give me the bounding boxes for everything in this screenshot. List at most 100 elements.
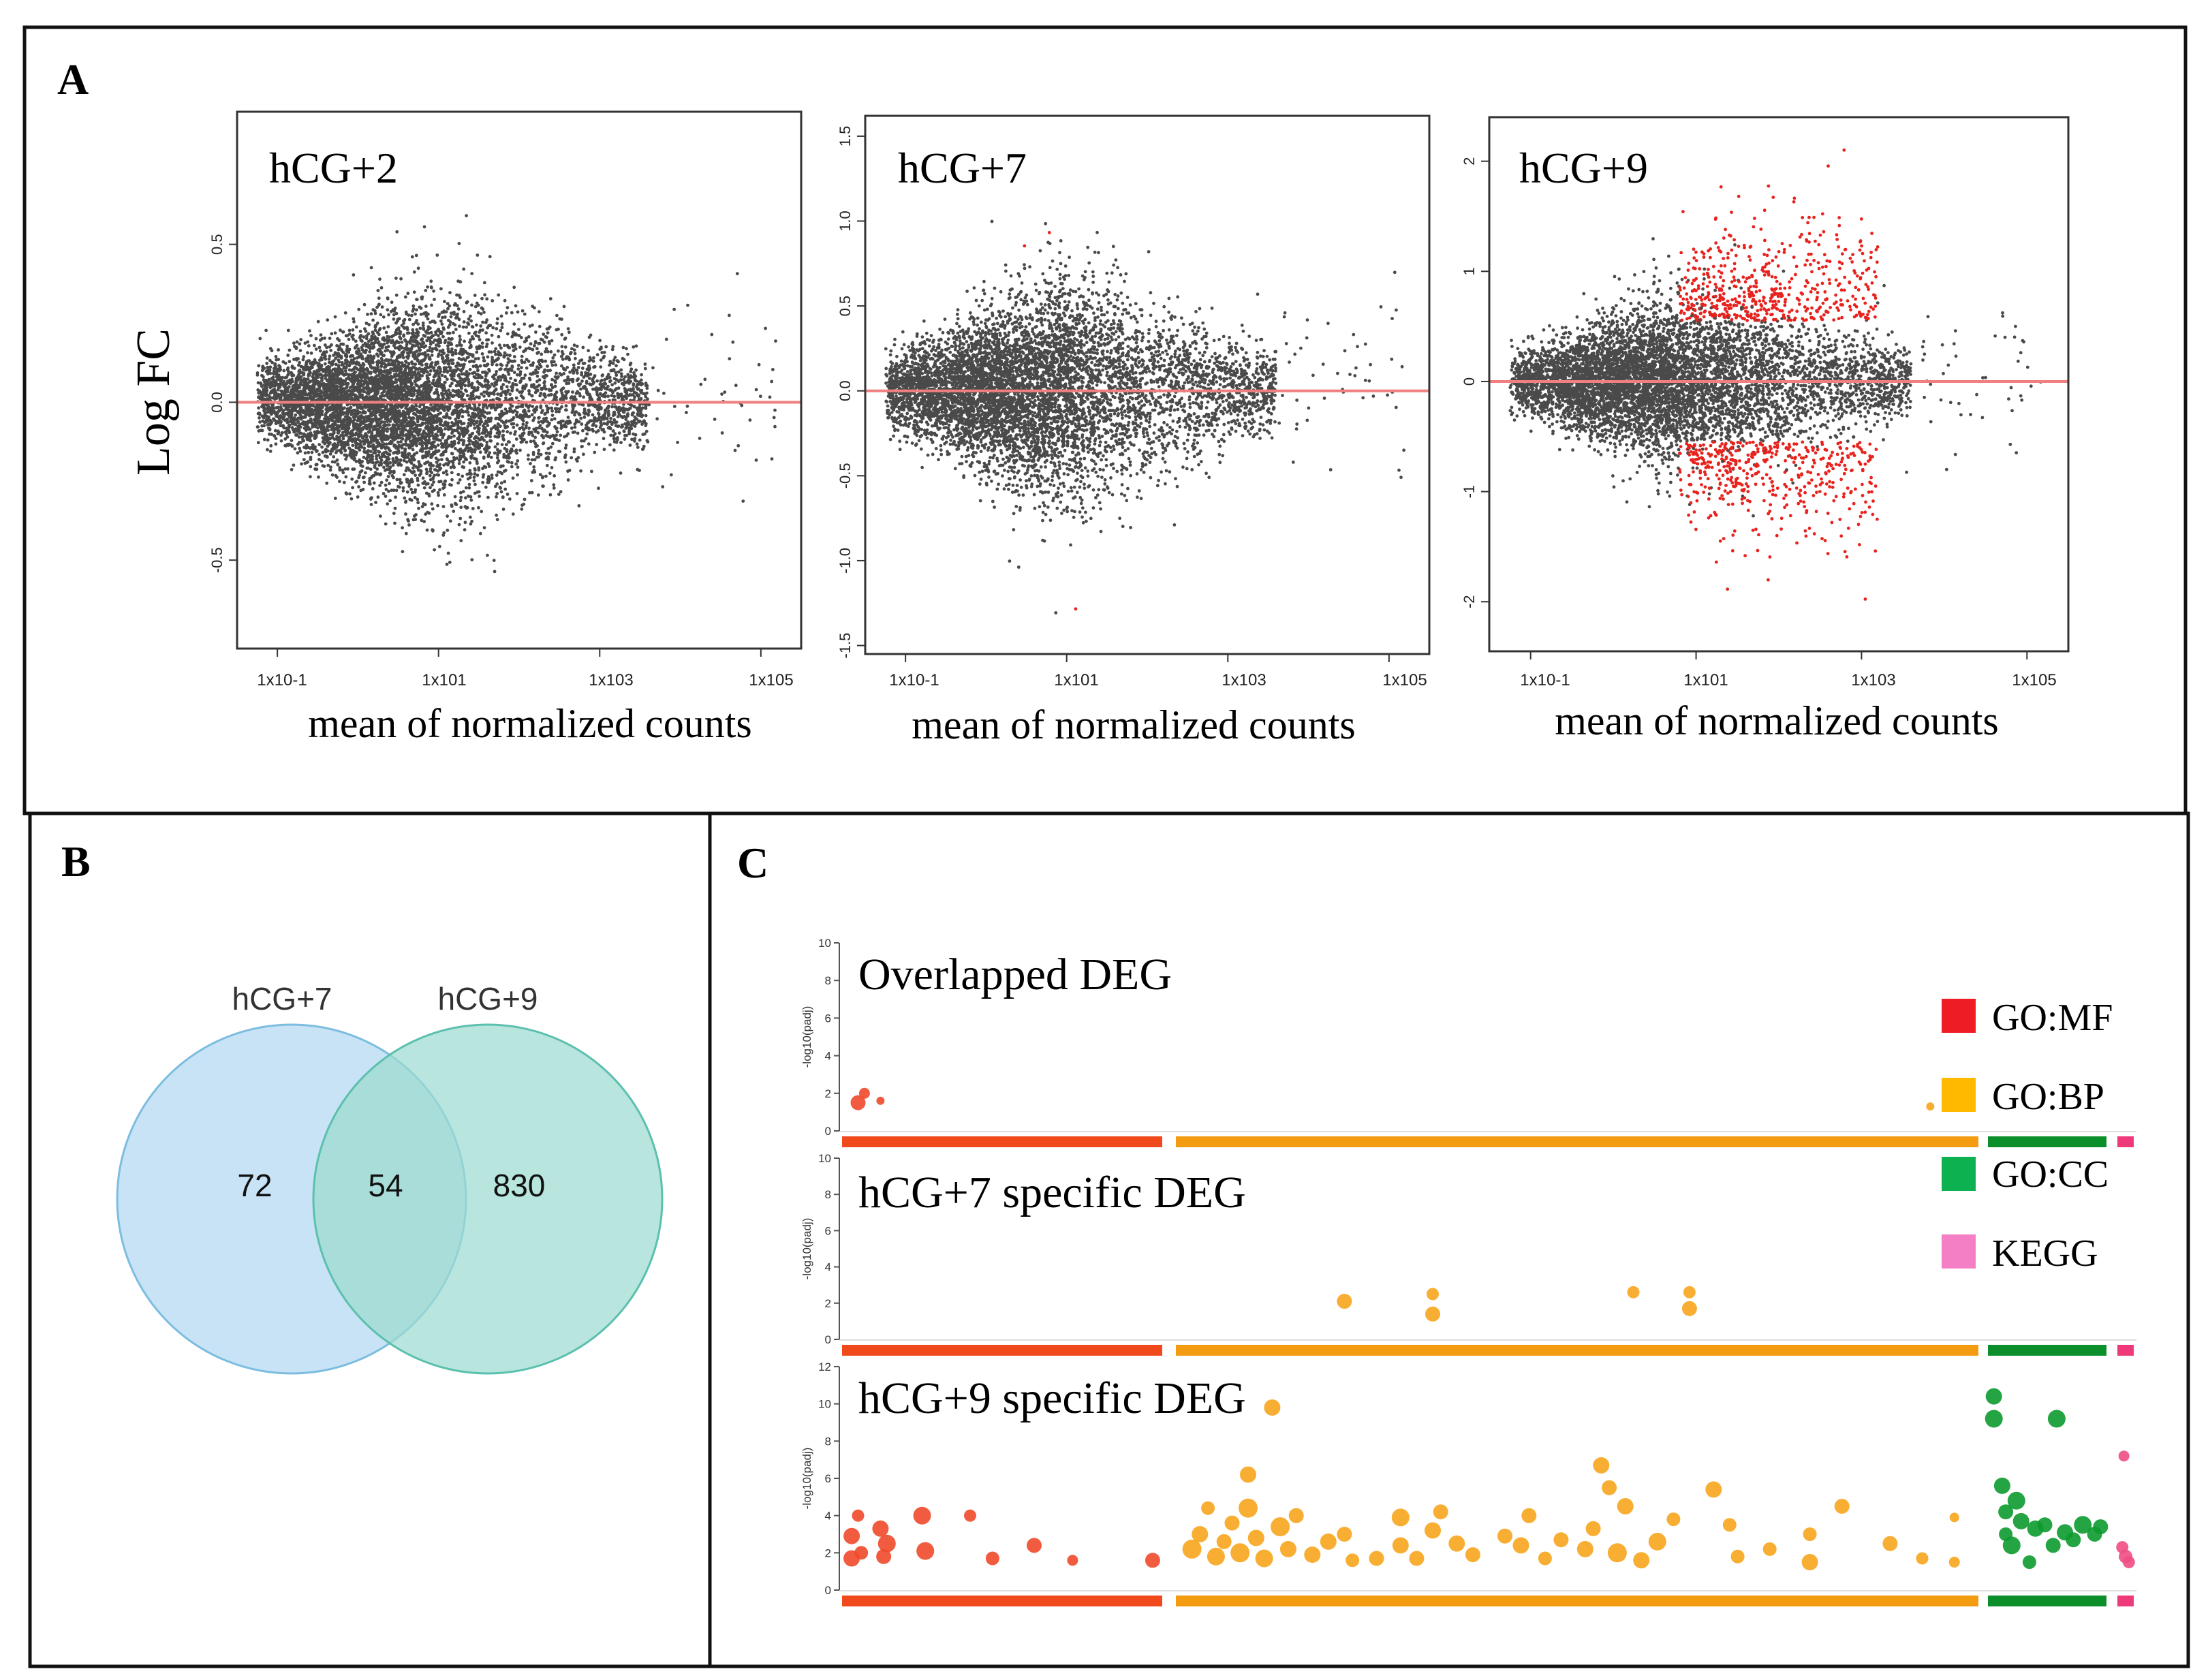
ma-ylabel: Log FC: [127, 328, 180, 476]
ma-point: [478, 364, 482, 368]
ma-point: [492, 373, 496, 377]
ma-point: [402, 335, 405, 338]
ma-point: [415, 308, 418, 312]
ma-point: [613, 356, 617, 359]
ma-point: [591, 429, 595, 433]
ma-point: [392, 471, 396, 475]
ma-point: [638, 438, 642, 442]
ma-point: [477, 416, 481, 420]
ma-point: [457, 523, 461, 527]
ma-point: [369, 467, 373, 471]
ma-point: [572, 366, 576, 370]
ma-point: [468, 461, 472, 465]
ma-point: [347, 328, 352, 332]
ma-point: [379, 286, 384, 290]
ma-point: [448, 416, 452, 420]
ma-point: [256, 441, 260, 445]
ma-point: [493, 406, 497, 409]
ma-point: [487, 368, 491, 371]
ma-point: [392, 317, 396, 321]
ma-point: [384, 365, 388, 369]
ma-point: [546, 331, 550, 335]
ma-point: [265, 356, 269, 360]
ma-point: [497, 335, 501, 339]
ma-point: [570, 426, 574, 430]
ma-point: [414, 513, 418, 516]
ma-point: [463, 339, 466, 343]
ma-point: [320, 379, 324, 383]
ma-point: [436, 360, 439, 364]
ma-point: [303, 341, 307, 345]
ma-point: [351, 486, 354, 490]
ma-point: [477, 396, 481, 400]
ma-point: [458, 369, 463, 372]
ma-point: [520, 309, 525, 313]
ma-point: [446, 377, 449, 382]
ma-point: [593, 403, 597, 407]
ma-point: [285, 435, 290, 439]
ma-point: [387, 313, 390, 317]
ma-point: [563, 456, 567, 460]
ma-point: [403, 295, 407, 299]
ma-point: [380, 379, 384, 384]
ma-point: [450, 471, 454, 475]
ma-point: [587, 420, 591, 424]
ma-point: [496, 375, 500, 379]
ma-point: [378, 484, 382, 487]
ma-point: [298, 342, 302, 346]
ma-point: [473, 426, 477, 430]
ma-point: [471, 431, 475, 435]
ma-point: [499, 362, 503, 367]
panel-b-label: B: [61, 837, 91, 886]
ma-point: [367, 323, 371, 326]
ma-point: [598, 339, 602, 343]
ma-point: [306, 420, 310, 423]
ma-point: [318, 349, 322, 353]
ma-point: [478, 403, 481, 407]
ma-point: [347, 332, 352, 336]
ma-point: [553, 417, 557, 421]
ma-point: [550, 377, 554, 382]
ma-point: [455, 429, 459, 432]
ma-point: [424, 330, 428, 334]
ma-point: [610, 383, 614, 387]
ma-point: [443, 300, 446, 303]
ma-point: [516, 373, 519, 377]
ma-point: [456, 361, 460, 365]
ma-point: [472, 375, 476, 379]
ma-point: [469, 454, 473, 458]
ma-point: [450, 353, 454, 357]
ma-point: [383, 420, 386, 424]
ma-point: [448, 561, 452, 564]
ma-point: [480, 296, 484, 300]
ma-point: [641, 392, 645, 396]
ma-point: [327, 357, 331, 361]
ma-point: [386, 475, 390, 478]
ma-point: [550, 466, 554, 469]
ma-point: [428, 441, 432, 445]
ma-point: [580, 379, 584, 383]
ma-point: [421, 321, 425, 325]
ma-point: [404, 500, 407, 504]
ma-point: [400, 361, 404, 364]
ma-point: [400, 340, 404, 344]
ma-point: [542, 441, 546, 445]
ma-point: [339, 328, 342, 332]
ma-point: [401, 489, 405, 493]
ma-point: [578, 392, 581, 395]
ma-point: [416, 420, 420, 424]
ma-point: [424, 491, 429, 495]
ma-point: [506, 493, 510, 496]
ma-point: [495, 363, 499, 367]
ma-point: [439, 319, 443, 323]
ma-point: [628, 362, 632, 367]
ma-point: [545, 374, 548, 377]
ma-point: [424, 305, 428, 308]
ma-point: [449, 465, 453, 469]
ma-point: [495, 370, 499, 373]
ma-point: [338, 466, 341, 469]
ma-point: [486, 553, 489, 557]
ma-point: [476, 473, 480, 477]
ma-point: [527, 457, 530, 461]
ma-point: [383, 362, 386, 366]
